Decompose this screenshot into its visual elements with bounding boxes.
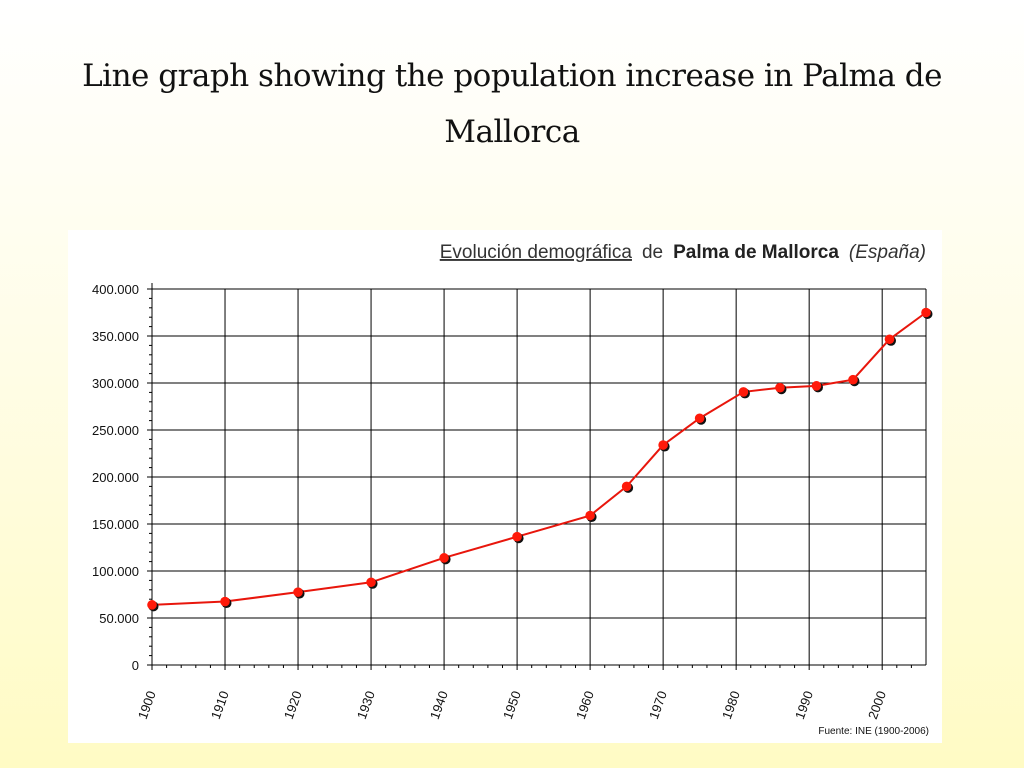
chart-source: Fuente: INE (1900-2006) [818, 726, 929, 737]
data-point [512, 531, 522, 542]
series-line [151, 311, 927, 606]
y-tick-label: 250.000 [92, 423, 139, 438]
x-tick-label: 1970 [646, 689, 670, 721]
slide-title: Line graph showing the population increa… [82, 58, 942, 150]
y-tick-label: 350.000 [92, 329, 139, 344]
y-tick-labels: 0 50.000 100.000 150.000 200.000 250.000 300.0… [92, 282, 139, 673]
data-point [811, 381, 822, 391]
chart-title-part2: de [642, 242, 663, 263]
x-tick-label: 1950 [500, 689, 524, 721]
y-tick-label: 0 [132, 658, 139, 673]
chart-title: Evolución demográfica de Palma de Mallorca… [440, 242, 926, 263]
chart-title-part4: (España) [849, 242, 926, 263]
y-tick-label: 200.000 [92, 470, 139, 485]
x-tick-label: 1930 [354, 689, 378, 721]
data-point [738, 387, 749, 397]
x-tick-label: 1980 [719, 689, 743, 721]
y-tick-label: 150.000 [92, 517, 139, 532]
x-tick-label: 1940 [427, 689, 451, 721]
data-point [439, 553, 449, 563]
data-point [220, 596, 230, 607]
chart-canvas: 0 50.000 100.000 150.000 200.000 250.000 300.0… [92, 242, 933, 737]
data-point [621, 481, 632, 492]
data-point [366, 577, 376, 588]
y-tick-label: 100.000 [92, 564, 139, 579]
data-point [694, 413, 705, 424]
x-tick-label: 2000 [865, 689, 889, 721]
x-tick-label: 1900 [135, 689, 159, 721]
x-tick-labels: 1900 1910 1920 1930 1940 1950 1960 1970 1980 1990… [135, 689, 889, 721]
data-point [775, 382, 785, 393]
y-tick-label: 300.000 [92, 376, 139, 391]
x-tick-label: 1960 [573, 689, 597, 721]
data-point [147, 600, 157, 610]
data-point [848, 374, 858, 385]
series-population [147, 307, 933, 612]
data-point [921, 307, 931, 318]
x-tick-label: 1910 [208, 689, 232, 721]
chart-title-part1: Evolución demográfica [440, 242, 633, 263]
grid-lines [152, 288, 927, 665]
data-point [293, 587, 303, 597]
x-tick-label: 1990 [792, 689, 816, 721]
data-point [585, 510, 595, 521]
x-tick-label: 1920 [281, 689, 305, 721]
line-chart: 0 50.000 100.000 150.000 200.000 250.000 300.0… [68, 230, 942, 743]
data-point [884, 334, 895, 345]
data-point [658, 440, 668, 450]
chart-title-part3: Palma de Mallorca [673, 242, 839, 263]
y-tick-label: 400.000 [92, 282, 139, 297]
y-tick-label: 50.000 [99, 611, 139, 626]
